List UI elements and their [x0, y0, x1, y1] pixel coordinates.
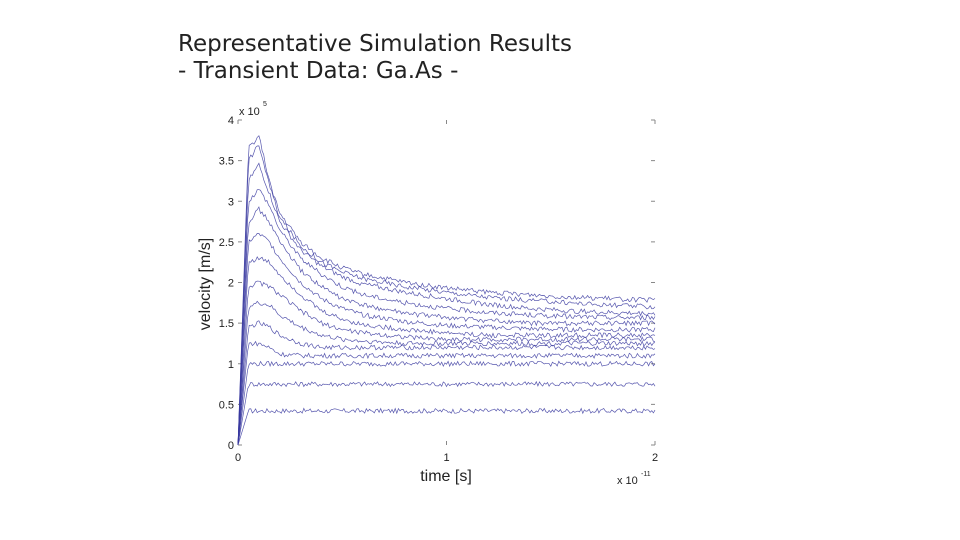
y-multiplier: x 10 [239, 106, 260, 118]
series-line [237, 145, 656, 446]
y-tick-label: 1.5 [219, 318, 234, 330]
y-tick-label: 3 [228, 196, 234, 208]
series-line [237, 300, 656, 446]
series-line [237, 280, 656, 446]
x-axis-title: time [s] [420, 468, 472, 485]
series-line [237, 340, 656, 446]
series-line [237, 206, 656, 446]
y-axis-title: velocity [m/s] [197, 238, 214, 330]
slide-title-line-1: Representative Simulation Results [178, 31, 572, 57]
series-line [237, 135, 656, 446]
x-multiplier-exponent: -11 [641, 471, 651, 478]
axes: 0 0.5 1 1.5 2 2.5 3 3.5 4 0 1 2 [219, 115, 658, 464]
y-tick-label: 0.5 [219, 399, 234, 411]
x-tick-label: 0 [235, 452, 241, 464]
series-line [237, 233, 656, 446]
slide-title-line-2: - Transient Data: Ga.As - [178, 58, 459, 84]
series-line [237, 189, 656, 446]
series-line [237, 162, 656, 446]
y-tick-label: 4 [228, 115, 234, 127]
y-multiplier-exponent: 5 [263, 101, 267, 108]
series-line [237, 320, 656, 446]
labels: velocity [m/s] time [s] x 10 5 x 10 -11 [197, 101, 651, 487]
series-line [237, 380, 656, 446]
x-tick-label: 1 [443, 452, 449, 464]
y-tick-label: 3.5 [219, 156, 234, 168]
y-tick-label: 2 [228, 278, 234, 290]
y-tick-label: 0 [228, 440, 234, 452]
series-line [237, 256, 656, 446]
y-tick-label: 1 [228, 359, 234, 371]
series-group [237, 135, 656, 446]
series-line [237, 360, 656, 446]
x-tick-label: 2 [652, 452, 658, 464]
series-line [237, 407, 656, 446]
y-tick-label: 2.5 [219, 237, 234, 249]
x-multiplier: x 10 [617, 475, 638, 487]
